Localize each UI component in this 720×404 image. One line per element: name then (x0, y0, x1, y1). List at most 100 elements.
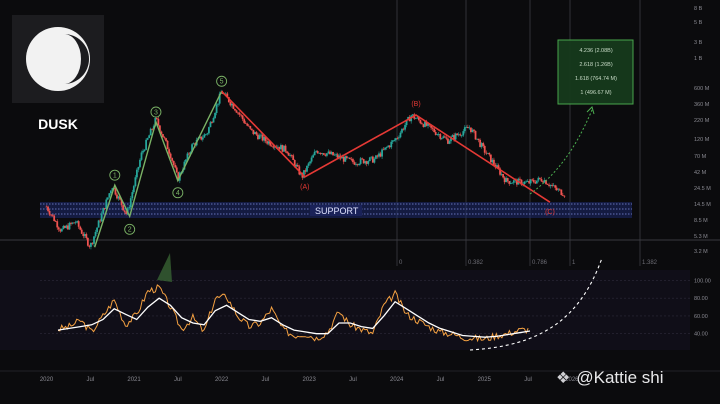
candle-body (270, 145, 273, 147)
candle-body (88, 245, 91, 247)
candle-body (108, 193, 111, 198)
candle-body (45, 206, 48, 208)
candle (276, 144, 279, 148)
price-axis-label: 8 B (694, 6, 703, 12)
candle-body (519, 178, 521, 180)
candle-body (200, 136, 203, 140)
candle-body (545, 180, 547, 185)
candle-body (232, 103, 235, 109)
candle-body (558, 189, 561, 191)
candle-body (557, 189, 560, 191)
candle (499, 167, 501, 177)
candle-body (99, 220, 102, 222)
wave-label: (B) (411, 101, 420, 108)
candle-body (454, 133, 457, 140)
candle (352, 157, 354, 164)
candle-body (548, 184, 550, 187)
candle (60, 228, 63, 232)
candle (243, 117, 246, 124)
candle-body (440, 138, 443, 139)
candle-body (54, 221, 57, 222)
candle-body (505, 178, 508, 183)
candle (68, 221, 71, 230)
price-axis-label: 220 M (694, 118, 710, 124)
candle (422, 123, 425, 128)
candle-body (303, 170, 305, 178)
candle (62, 224, 65, 230)
candle (350, 157, 353, 162)
candle (537, 176, 540, 183)
candle (543, 177, 546, 184)
candle (155, 117, 158, 120)
candle-body (442, 136, 445, 139)
candle-body (155, 117, 158, 120)
candle-body (391, 140, 394, 142)
candle (385, 146, 388, 150)
candle (237, 111, 239, 115)
candle-body (319, 152, 322, 154)
candle-body (451, 135, 454, 137)
candle (528, 179, 531, 185)
candle-body (263, 136, 265, 141)
candle (204, 133, 207, 136)
fib-time-label: 0.786 (532, 260, 548, 266)
candle-body (388, 145, 391, 148)
candle (368, 156, 371, 162)
candle (485, 150, 488, 156)
candle (419, 119, 422, 125)
candle (208, 126, 210, 135)
candle-body (439, 134, 442, 139)
fib-target-label: 4.236 (2.08B) (579, 48, 612, 54)
candle-body (324, 154, 327, 156)
candle-body (434, 132, 437, 135)
candle-body (474, 130, 477, 140)
candle-body (436, 134, 439, 135)
candle-body (382, 149, 385, 151)
candle (102, 207, 105, 214)
candle-body (76, 221, 79, 223)
x-tick-label: Jul (86, 377, 94, 383)
fib-time-label: 1 (572, 260, 576, 266)
candle-body (398, 137, 400, 139)
candle (139, 158, 141, 168)
candle (421, 121, 423, 125)
candle-body (542, 181, 544, 183)
price-axis-label: 600 M (694, 86, 710, 92)
x-tick-label: 2020 (40, 377, 54, 383)
candle (59, 228, 62, 233)
candle-body (276, 146, 279, 148)
candle-body (338, 155, 341, 158)
candle-body (134, 177, 137, 187)
candle-body (157, 119, 160, 126)
price-axis-label: 14.5 M (694, 202, 711, 208)
candle-body (538, 177, 541, 179)
candle-body (289, 155, 292, 156)
watermark: ❖ @Kattie shi (556, 366, 716, 390)
candle (280, 143, 282, 150)
candle-body (485, 152, 488, 154)
candle-body (62, 226, 65, 229)
candle (116, 192, 118, 200)
candle (304, 168, 307, 175)
candle-body (419, 120, 422, 124)
candle-body (535, 180, 538, 184)
candle (309, 160, 311, 166)
candle-body (531, 179, 534, 181)
candle-body (166, 140, 169, 150)
candle-body (162, 134, 164, 138)
candle-body (433, 128, 436, 133)
candle-body (404, 125, 406, 130)
candle (486, 152, 489, 154)
moon-logo-icon (26, 27, 90, 91)
candle-body (123, 210, 126, 212)
candle-body (362, 159, 365, 164)
candle (140, 150, 143, 162)
candle (255, 131, 258, 137)
candle-body (333, 154, 336, 156)
candle (99, 218, 102, 224)
candle (67, 223, 69, 230)
candle-body (185, 159, 187, 162)
candle-body (106, 197, 109, 200)
candle (382, 147, 385, 151)
